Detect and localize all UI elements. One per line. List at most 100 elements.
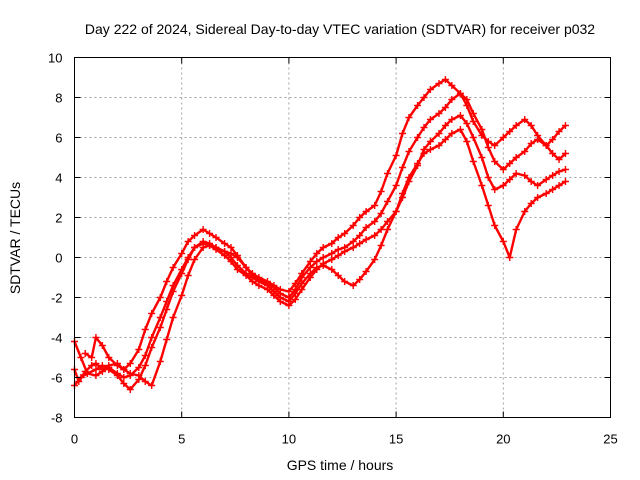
data-point	[542, 142, 550, 149]
data-point	[377, 188, 385, 195]
data-point	[156, 358, 164, 365]
data-point	[542, 190, 550, 197]
data-point	[506, 176, 514, 183]
data-point	[276, 294, 284, 301]
data-point	[184, 238, 192, 245]
data-point	[448, 116, 456, 123]
data-point	[506, 128, 514, 135]
data-point	[441, 122, 449, 129]
data-point	[356, 214, 364, 221]
data-point	[341, 248, 349, 255]
data-point	[392, 208, 400, 215]
data-point	[491, 158, 499, 165]
x-axis-label: GPS time / hours	[287, 457, 394, 473]
data-point	[499, 134, 507, 141]
data-point	[163, 306, 171, 313]
data-point	[414, 160, 422, 167]
data-point	[549, 136, 557, 143]
data-point	[527, 122, 535, 129]
data-point	[549, 172, 557, 179]
x-tick-label: 5	[178, 432, 185, 447]
data-point	[499, 182, 507, 189]
y-tick-label: -8	[51, 411, 63, 426]
data-point	[81, 350, 89, 357]
data-point	[527, 200, 535, 207]
data-series	[71, 76, 569, 393]
data-point	[426, 146, 434, 153]
data-point	[92, 366, 100, 373]
data-point	[184, 256, 192, 263]
data-point	[156, 294, 164, 301]
data-point	[248, 274, 256, 281]
series-4	[81, 126, 569, 389]
data-point	[484, 144, 492, 151]
data-point	[233, 254, 241, 261]
y-tick-label: 8	[55, 91, 62, 106]
data-point	[392, 182, 400, 189]
data-point	[141, 362, 149, 369]
data-point	[270, 288, 278, 295]
axis-ticks	[74, 57, 611, 418]
data-point	[206, 242, 214, 249]
data-point	[491, 186, 499, 193]
data-point	[384, 218, 392, 225]
data-point	[478, 182, 486, 189]
data-point	[169, 314, 177, 321]
data-point	[313, 258, 321, 265]
data-point	[399, 164, 407, 171]
data-point	[456, 112, 464, 119]
data-point	[420, 150, 428, 157]
data-point	[98, 342, 106, 349]
data-point	[377, 210, 385, 217]
data-point	[435, 130, 443, 137]
data-point	[377, 242, 385, 249]
series-line	[73, 78, 567, 383]
data-point	[328, 240, 336, 247]
data-point	[561, 122, 569, 129]
data-point	[478, 126, 486, 133]
data-point	[512, 226, 520, 233]
data-point	[448, 82, 456, 89]
data-point	[392, 152, 400, 159]
data-point	[135, 364, 143, 371]
data-point	[555, 168, 563, 175]
data-point	[92, 372, 100, 379]
data-point	[298, 286, 306, 293]
data-point	[534, 182, 542, 189]
data-point	[291, 290, 299, 297]
data-point	[126, 370, 134, 377]
y-tick-label: 10	[48, 51, 62, 66]
data-point	[199, 226, 207, 233]
y-tick-label: 0	[55, 251, 62, 266]
data-point	[221, 240, 229, 247]
y-axis-label: SDTVAR / TECUs	[7, 182, 23, 294]
data-point	[555, 156, 563, 163]
data-point	[263, 282, 271, 289]
data-point	[105, 354, 113, 361]
data-point	[77, 354, 85, 361]
data-point	[349, 222, 357, 229]
data-point	[120, 366, 128, 373]
data-point	[113, 372, 121, 379]
data-point	[405, 114, 413, 121]
data-point	[334, 252, 342, 259]
data-point	[356, 232, 364, 239]
data-point	[405, 148, 413, 155]
data-point	[148, 310, 156, 317]
data-point	[441, 136, 449, 143]
data-point	[469, 110, 477, 117]
data-point	[328, 256, 336, 263]
data-point	[242, 264, 250, 271]
data-point	[549, 150, 557, 157]
data-point	[448, 96, 456, 103]
y-tick-labels: -8 -6 -4 -2 0 2 4 6 8 10	[48, 51, 62, 426]
data-point	[242, 270, 250, 277]
data-point	[306, 264, 314, 271]
data-point	[521, 116, 529, 123]
data-point	[484, 202, 492, 209]
data-point	[135, 346, 143, 353]
data-point	[356, 276, 364, 283]
data-point	[184, 272, 192, 279]
data-point	[441, 76, 449, 83]
data-point	[356, 240, 364, 247]
